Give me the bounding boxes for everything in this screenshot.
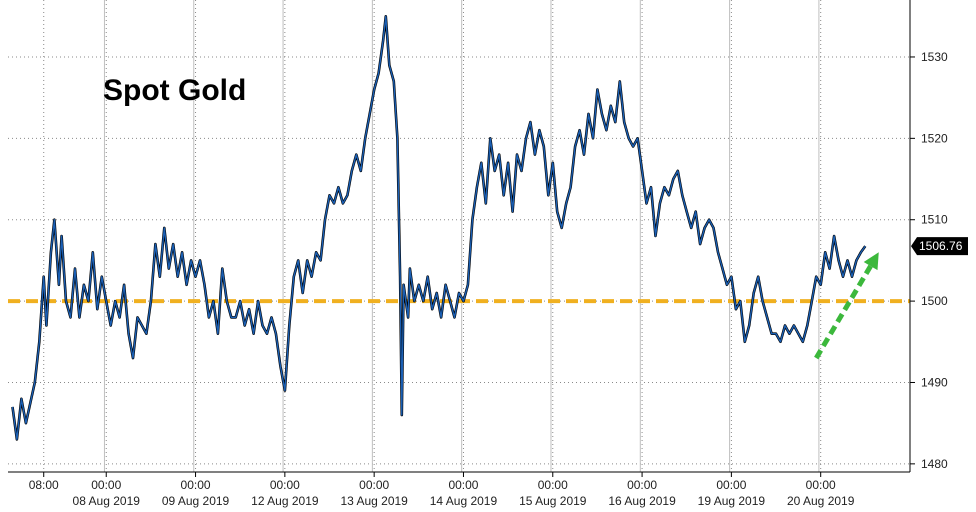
last-price-label: 1506.76 bbox=[919, 239, 963, 253]
price-line bbox=[11, 15, 866, 441]
x-tick-date-label: 16 Aug 2019 bbox=[608, 494, 676, 508]
y-tick-label: 1490 bbox=[921, 375, 948, 389]
x-tick-time-label: 00:00 bbox=[270, 478, 300, 492]
x-tick-labels: 08:00 00:00 08 Aug 2019 00:00 09 Aug 2019 00:… bbox=[29, 478, 855, 508]
x-tick-date-label: 15 Aug 2019 bbox=[519, 494, 587, 508]
chart-title: Spot Gold bbox=[103, 74, 246, 107]
y-tick-label: 1520 bbox=[921, 131, 948, 145]
y-tick-label: 1510 bbox=[921, 213, 948, 227]
x-tick-time-label: 00:00 bbox=[806, 478, 836, 492]
y-tick-labels: 1480 1490 1500 1510 1520 1530 bbox=[921, 50, 948, 471]
y-tick-label: 1500 bbox=[921, 294, 948, 308]
x-tick-time-label: 08:00 bbox=[29, 478, 59, 492]
x-tick-time-label: 00:00 bbox=[716, 478, 746, 492]
x-tick-time-label: 00:00 bbox=[538, 478, 568, 492]
last-price-layer: 1506.76 bbox=[911, 237, 968, 256]
x-tick-date-label: 09 Aug 2019 bbox=[162, 494, 230, 508]
x-tick-date-label: 19 Aug 2019 bbox=[698, 494, 766, 508]
x-tick-date-label: 20 Aug 2019 bbox=[787, 494, 855, 508]
x-tick-time-label: 00:00 bbox=[448, 478, 478, 492]
axes bbox=[8, 0, 915, 477]
x-tick-date-label: 14 Aug 2019 bbox=[430, 494, 498, 508]
last-price-box bbox=[911, 237, 968, 256]
x-tick-time-label: 00:00 bbox=[181, 478, 211, 492]
x-tick-time-label: 00:00 bbox=[359, 478, 389, 492]
x-tick-time-label: 00:00 bbox=[627, 478, 657, 492]
arrow-head bbox=[863, 252, 879, 271]
grid bbox=[8, 0, 910, 472]
series-layer bbox=[11, 14, 867, 441]
x-tick-time-label: 00:00 bbox=[91, 478, 121, 492]
x-tick-date-label: 12 Aug 2019 bbox=[251, 494, 319, 508]
x-tick-date-label: 08 Aug 2019 bbox=[73, 494, 141, 508]
annotation-arrow-layer bbox=[814, 252, 879, 360]
y-tick-label: 1530 bbox=[921, 50, 948, 64]
arrow-shaft bbox=[814, 264, 873, 360]
x-tick-date-label: 13 Aug 2019 bbox=[340, 494, 408, 508]
y-tick-label: 1480 bbox=[921, 457, 948, 471]
